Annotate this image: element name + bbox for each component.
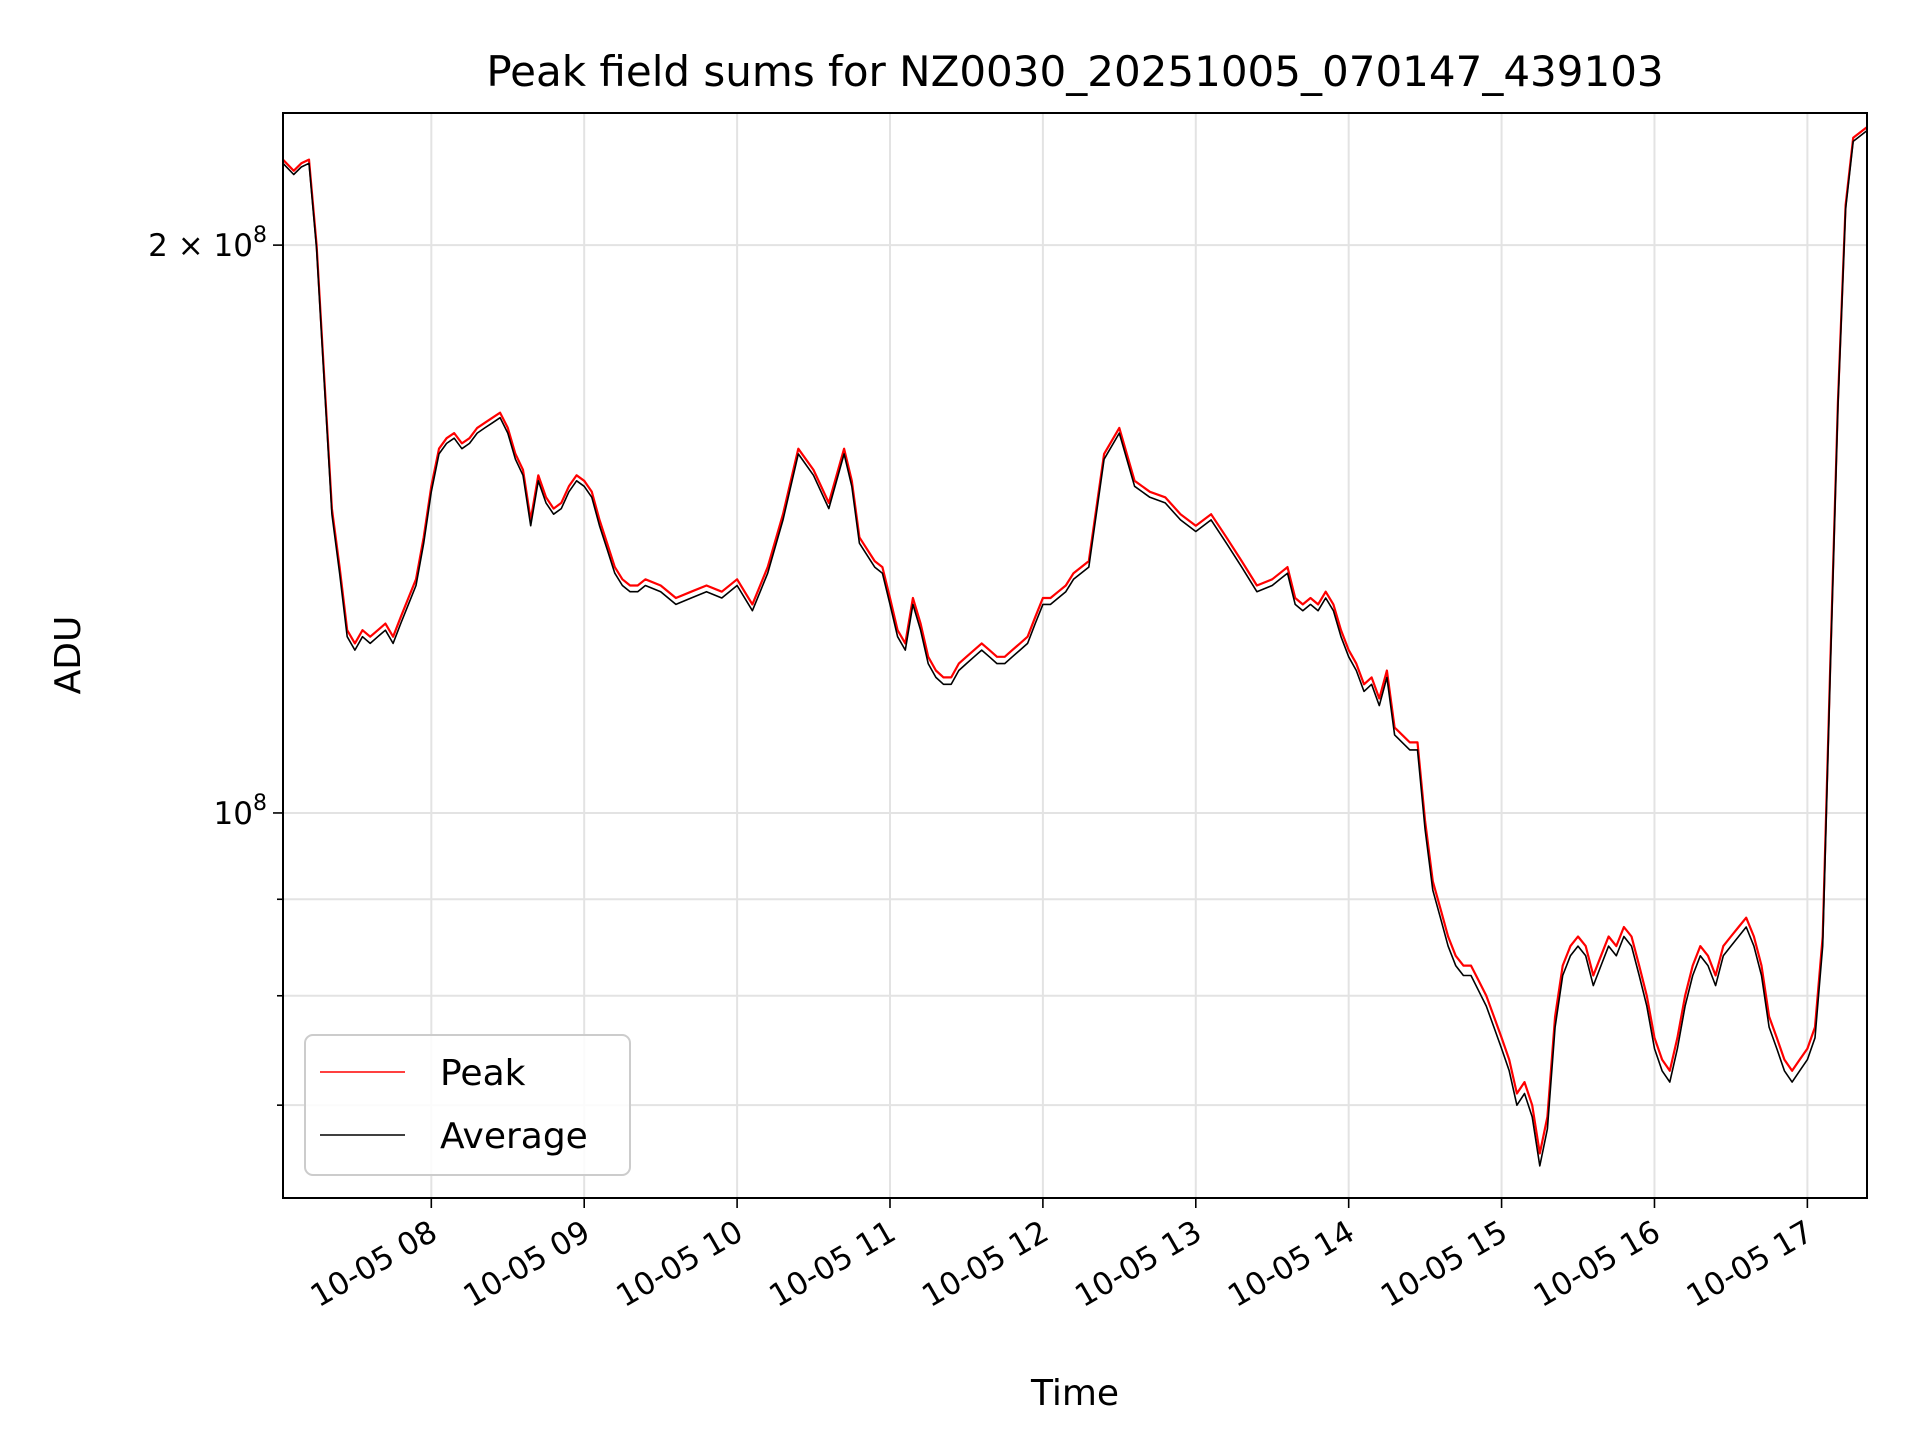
- x-tick-label: 10-05 15: [1375, 1214, 1514, 1315]
- y-axis-ticks: 108 2 × 108: [148, 223, 283, 1106]
- x-tick-label: 10-05 10: [610, 1214, 749, 1315]
- grid: [283, 113, 1867, 1198]
- legend-box: [304, 1034, 631, 1176]
- x-tick-label: 10-05 11: [763, 1214, 902, 1315]
- x-tick-label: 10-05 12: [916, 1214, 1055, 1315]
- series-line-peak: [283, 126, 1867, 1155]
- legend-average-label: Average: [440, 1116, 588, 1157]
- x-tick-label: 10-05 08: [305, 1214, 444, 1315]
- y-axis-label: ADU: [48, 616, 89, 695]
- y-tick-label: 108: [214, 791, 267, 832]
- x-tick-label: 10-05 14: [1222, 1214, 1361, 1315]
- y-tick-label: 2 × 108: [148, 223, 267, 264]
- x-tick-label: 10-05 09: [457, 1214, 596, 1315]
- legend: Peak Average: [304, 1034, 631, 1176]
- x-tick-label: 10-05 16: [1528, 1214, 1667, 1315]
- series-layer: [283, 126, 1867, 1167]
- x-tick-label: 10-05 17: [1681, 1214, 1820, 1315]
- chart-title: Peak field sums for NZ0030_20251005_0701…: [486, 47, 1663, 96]
- legend-peak-label: Peak: [440, 1053, 526, 1094]
- x-axis-label: Time: [1030, 1373, 1119, 1414]
- series-line-average: [283, 129, 1867, 1167]
- x-tick-label: 10-05 13: [1069, 1214, 1208, 1315]
- plot-frame: [282, 112, 1868, 1199]
- x-axis-ticks: 10-05 08 10-05 09 10-05 10 10-05 11 10-05 12…: [305, 1198, 1820, 1315]
